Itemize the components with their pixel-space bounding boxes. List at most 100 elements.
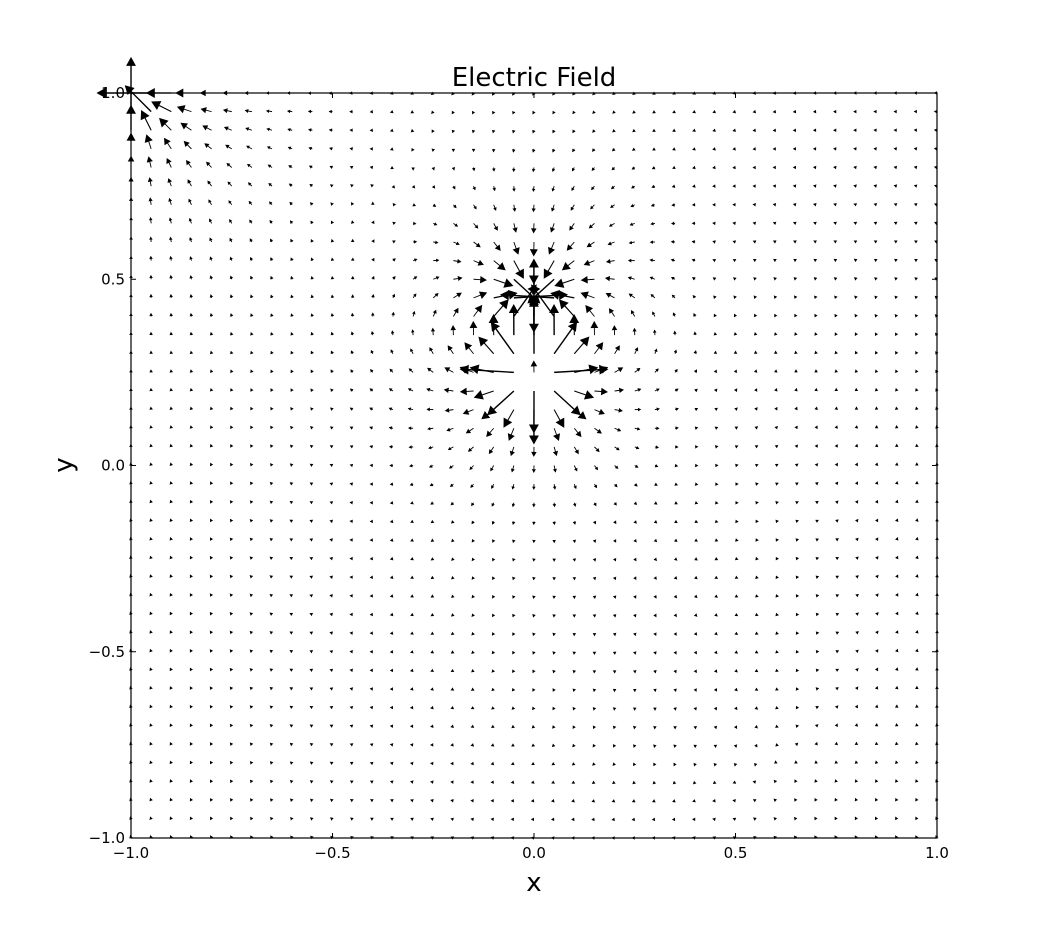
field-arrow: [270, 238, 274, 243]
field-arrow: [914, 314, 919, 318]
field-arrow: [753, 277, 757, 281]
field-arrow: [531, 284, 555, 317]
field-arrow: [692, 799, 696, 803]
field-arrow: [712, 277, 717, 281]
field-arrow: [754, 426, 759, 430]
field-arrow: [492, 557, 496, 562]
field-arrow: [795, 575, 800, 579]
field-arrow: [309, 575, 313, 579]
field-arrow: [713, 350, 718, 354]
field-arrow: [874, 387, 879, 392]
field-arrow: [188, 217, 193, 224]
field-arrow: [432, 203, 437, 207]
field-arrow: [249, 256, 254, 261]
field-arrow: [532, 110, 536, 115]
field-arrow: [349, 482, 354, 486]
field-arrow: [691, 258, 696, 263]
field-arrow: [388, 426, 394, 430]
field-arrow: [652, 329, 657, 336]
field-arrow: [250, 462, 254, 467]
vector-field-arrows: [96, 56, 939, 840]
field-arrow: [607, 241, 615, 246]
field-arrow: [814, 332, 818, 336]
field-arrow: [200, 107, 212, 114]
field-arrow: [672, 165, 676, 170]
field-arrow: [775, 501, 779, 505]
field-arrow: [227, 181, 233, 187]
y-axis-label: y: [49, 457, 79, 472]
field-arrow: [532, 651, 536, 655]
field-arrow: [613, 557, 617, 562]
field-arrow: [349, 594, 353, 598]
field-arrow: [633, 744, 637, 748]
field-arrow: [653, 538, 658, 543]
field-arrow: [633, 613, 637, 618]
field-arrow: [753, 350, 758, 354]
field-arrow: [490, 743, 495, 747]
field-arrow: [250, 331, 254, 336]
field-arrow: [149, 574, 153, 578]
field-arrow: [350, 331, 355, 336]
field-arrow: [289, 519, 294, 523]
field-arrow: [774, 760, 778, 764]
field-arrow: [512, 613, 516, 618]
field-arrow: [149, 350, 153, 354]
field-arrow: [833, 184, 837, 188]
field-arrow: [471, 129, 476, 134]
field-arrow: [590, 320, 599, 336]
field-arrow: [350, 294, 355, 298]
field-arrow: [591, 799, 596, 803]
field-arrow: [249, 593, 254, 598]
field-arrow: [308, 128, 313, 132]
field-arrow: [369, 761, 374, 766]
field-arrow: [270, 294, 274, 299]
field-arrow: [754, 612, 759, 617]
field-arrow: [592, 707, 597, 711]
field-arrow: [409, 463, 414, 468]
field-arrow: [612, 762, 616, 766]
field-arrow: [632, 128, 636, 133]
field-arrow: [632, 780, 636, 785]
field-arrow: [413, 240, 418, 244]
field-arrow: [794, 425, 798, 430]
field-arrow: [532, 539, 536, 544]
field-arrow: [459, 387, 474, 396]
field-arrow: [140, 110, 152, 131]
field-arrow: [674, 482, 679, 486]
field-arrow: [210, 499, 214, 504]
field-arrow: [329, 724, 334, 728]
field-arrow: [572, 614, 577, 618]
field-arrow: [310, 407, 314, 411]
field-arrow: [229, 705, 234, 709]
field-arrow: [854, 741, 859, 745]
field-arrow: [329, 706, 334, 710]
field-arrow: [913, 221, 918, 225]
field-arrow: [149, 686, 153, 690]
field-arrow: [874, 313, 878, 318]
field-arrow: [813, 203, 817, 207]
field-arrow: [350, 312, 355, 317]
field-arrow: [913, 128, 918, 132]
field-arrow: [369, 724, 374, 728]
field-arrow: [269, 593, 274, 598]
field-arrow: [222, 108, 232, 114]
field-arrow: [632, 707, 637, 711]
field-arrow: [269, 463, 274, 467]
field-arrow: [650, 203, 656, 207]
field-arrow: [146, 156, 153, 168]
field-arrow: [486, 427, 495, 437]
field-arrow: [592, 762, 596, 766]
field-arrow: [249, 779, 254, 784]
field-arrow: [653, 762, 657, 767]
field-arrow: [412, 293, 417, 299]
field-arrow: [169, 797, 173, 802]
field-arrow: [874, 499, 879, 504]
field-arrow: [512, 650, 516, 655]
field-arrow: [289, 779, 294, 784]
field-arrow: [473, 204, 477, 210]
field-arrow: [653, 688, 657, 693]
field-arrow: [735, 500, 739, 505]
field-arrow: [188, 198, 192, 205]
field-arrow: [812, 147, 817, 151]
field-arrow: [893, 147, 897, 151]
